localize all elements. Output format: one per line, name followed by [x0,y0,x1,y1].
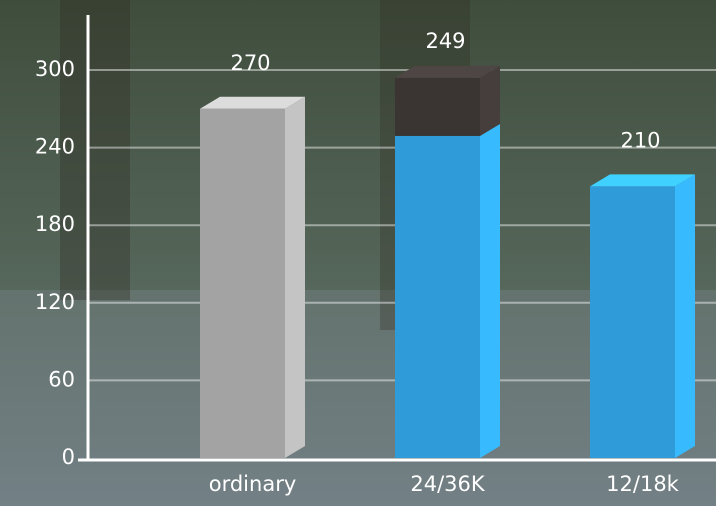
x-tick-label: 24/36K [410,472,486,496]
bar-top [395,65,500,78]
x-tick-label: 12/18k [606,472,680,496]
bar-side [285,96,305,459]
x-tick-label: ordinary [209,472,297,496]
y-tick-label: 180 [35,212,75,236]
bar [200,108,285,459]
y-tick-label: 60 [48,367,75,391]
bar-side [480,123,500,459]
y-tick-label: 240 [35,135,75,159]
value-label: 249 [425,29,465,53]
y-tick-label: 120 [35,290,75,314]
bar-side [675,174,695,458]
bar-top [200,96,305,109]
bar [395,135,480,458]
bar-top [590,174,695,187]
y-tick-label: 300 [35,57,75,81]
bar [395,77,480,136]
background-tree [60,0,130,300]
value-label: 210 [620,128,660,152]
y-tick-label: 0 [62,445,75,469]
bar [590,186,675,458]
bar-side [480,65,500,136]
value-label: 270 [230,51,270,75]
